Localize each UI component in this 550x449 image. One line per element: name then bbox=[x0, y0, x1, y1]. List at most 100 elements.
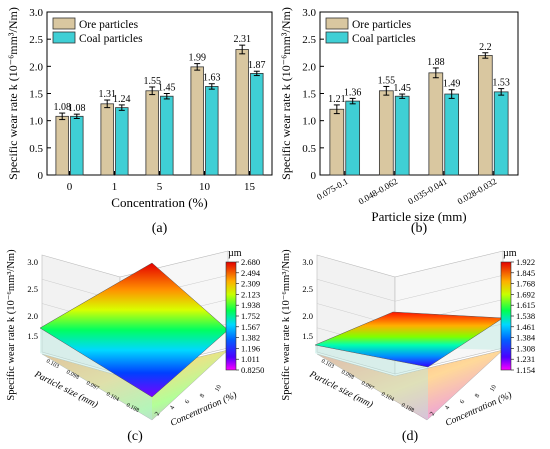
y-tick-label: 1.5 bbox=[302, 89, 316, 101]
bar-coal bbox=[493, 91, 509, 176]
x-tick-label: 0.028-0.032 bbox=[456, 176, 499, 206]
bar-coal bbox=[345, 100, 361, 176]
bar-ore bbox=[378, 90, 394, 176]
y-tick-label: 1.0 bbox=[302, 116, 316, 128]
data-label: 1.08 bbox=[53, 102, 71, 113]
y-tick-label: 8 bbox=[199, 393, 207, 399]
wall-grid bbox=[394, 275, 504, 302]
x-tick-label: 0.098 bbox=[340, 369, 355, 381]
bar-coal bbox=[115, 107, 129, 176]
colorbar-tick-label: 1.384 bbox=[516, 333, 536, 343]
z-axis-label: Specific wear rate k (10⁻⁶mm³/Nm) bbox=[6, 249, 17, 401]
x-tick-label: 10 bbox=[199, 181, 211, 193]
z-tick-label: 3.0 bbox=[27, 257, 38, 267]
legend-entry: Ore particles bbox=[79, 19, 139, 31]
colorbar-tick-label: 0.8250 bbox=[241, 365, 264, 375]
data-label: 1.24 bbox=[113, 94, 131, 105]
colorbar-tick-label: 1.938 bbox=[241, 300, 260, 310]
x-tick-label: 0.035-0.041 bbox=[406, 176, 449, 206]
bar-coal bbox=[250, 72, 264, 176]
bar-chart-b: 0 0.5 1.0 1.5 2.0 2.5 3.0 Specific wear rate k … bbox=[279, 7, 519, 236]
x-tick-label: 0.097 bbox=[85, 380, 100, 392]
y-tick-label: 2 bbox=[154, 411, 162, 417]
panel-label: (d) bbox=[402, 429, 419, 444]
colorbar-tick-label: 2.680 bbox=[241, 257, 260, 267]
colorbar-tick-label: 1.231 bbox=[516, 354, 535, 364]
colorbar-tick-label: 1.011 bbox=[241, 354, 260, 364]
colorbar-tick-label: 2.309 bbox=[241, 279, 260, 289]
legend-swatch bbox=[52, 17, 76, 30]
side-panel bbox=[315, 318, 503, 420]
y-tick-label: 4 bbox=[169, 404, 177, 411]
x-tick-label: 0.103 bbox=[320, 358, 335, 370]
x-tick-label: 0.075-0.1 bbox=[315, 176, 350, 202]
legend-swatch bbox=[52, 31, 76, 44]
colorbar-tick-label: 1.382 bbox=[241, 333, 260, 343]
data-label: 2.2 bbox=[479, 42, 492, 53]
z-axis-label: Specific wear rate k (10⁻⁶mm³/Nm) bbox=[281, 249, 292, 401]
legend-entry: Coal particles bbox=[79, 33, 143, 45]
data-label: 1.21 bbox=[328, 94, 346, 105]
bar-ore bbox=[235, 49, 249, 176]
bar-coal bbox=[394, 95, 410, 176]
y-tick-label: 0.5 bbox=[29, 143, 43, 155]
z-tick-label: 2.0 bbox=[27, 311, 38, 321]
bar-coal bbox=[70, 115, 84, 176]
x-tick-label: 15 bbox=[244, 181, 256, 193]
legend-swatch bbox=[325, 17, 349, 30]
x-tick-label: 0.104 bbox=[380, 391, 395, 403]
data-label: 1.99 bbox=[188, 53, 206, 64]
colorbar-tick-label: 2.123 bbox=[241, 289, 260, 299]
data-label: 1.87 bbox=[248, 60, 266, 71]
x-axis-label: Particle size (mm) bbox=[371, 209, 466, 224]
y-tick-label: 0 bbox=[38, 170, 44, 182]
colorbar-tick-label: 1.922 bbox=[516, 257, 535, 267]
data-label: 2.31 bbox=[233, 34, 251, 45]
legend-swatch bbox=[325, 31, 349, 44]
colorbar-tick-label: 1.154 bbox=[516, 365, 536, 375]
data-label: 1.53 bbox=[492, 78, 510, 89]
y-tick-label: 1.0 bbox=[29, 116, 43, 128]
surface-chart-c: 1.5 2.0 2.5 3.0 Specific wear rate k (10⁻⁶mm… bbox=[6, 248, 264, 444]
z-tick-label: 2.5 bbox=[302, 284, 313, 294]
panel-label: (b) bbox=[411, 221, 428, 236]
y-tick-label: 2.0 bbox=[302, 61, 316, 73]
z-tick-label: 1.5 bbox=[302, 331, 313, 341]
y-tick-label: 6 bbox=[459, 398, 467, 405]
data-label: 1.08 bbox=[68, 103, 86, 114]
data-label: 1.88 bbox=[427, 57, 445, 68]
y-tick-label: 2.5 bbox=[29, 34, 43, 46]
x-tick-label: 1 bbox=[112, 181, 118, 193]
bar-ore bbox=[55, 115, 69, 176]
y-tick-label: 8 bbox=[474, 393, 482, 399]
z-tick-label: 1.5 bbox=[27, 331, 38, 341]
colorbar bbox=[225, 261, 237, 371]
bar-coal bbox=[205, 86, 219, 176]
bar-ore bbox=[190, 66, 204, 176]
panel-label: (c) bbox=[127, 429, 143, 444]
bar-ore bbox=[428, 72, 444, 176]
panel-label: (a) bbox=[152, 221, 168, 236]
colorbar-tick-label: 1.845 bbox=[516, 268, 535, 278]
wall-grid bbox=[316, 279, 396, 302]
y-tick-label: 2.5 bbox=[302, 34, 316, 46]
z-tick-label: 2.5 bbox=[27, 284, 38, 294]
y-tick-label: 6 bbox=[184, 398, 192, 405]
bar-ore bbox=[329, 108, 345, 176]
bar-coal bbox=[160, 95, 174, 176]
y-axis-label: Specific wear rate k (10⁻⁶mm³/Nm) bbox=[6, 7, 20, 180]
x-tick-label: 0.188 bbox=[125, 402, 140, 414]
colorbar-tick-label: 1.692 bbox=[516, 289, 535, 299]
data-label: 1.36 bbox=[344, 87, 362, 98]
y-tick-label: 3.0 bbox=[29, 7, 43, 19]
colorbar-tick-label: 1.196 bbox=[241, 343, 260, 353]
data-label: 1.31 bbox=[98, 89, 116, 100]
x-tick-label: 0.104 bbox=[105, 391, 120, 403]
legend-entry: Coal particles bbox=[352, 33, 416, 45]
y-tick-label: 2 bbox=[429, 411, 437, 417]
data-label: 1.45 bbox=[393, 83, 411, 94]
colorbar-tick-label: 1.567 bbox=[241, 322, 260, 332]
x-tick-label: 0.048-0.062 bbox=[357, 176, 400, 206]
colorbar-unit: µm bbox=[228, 248, 242, 259]
